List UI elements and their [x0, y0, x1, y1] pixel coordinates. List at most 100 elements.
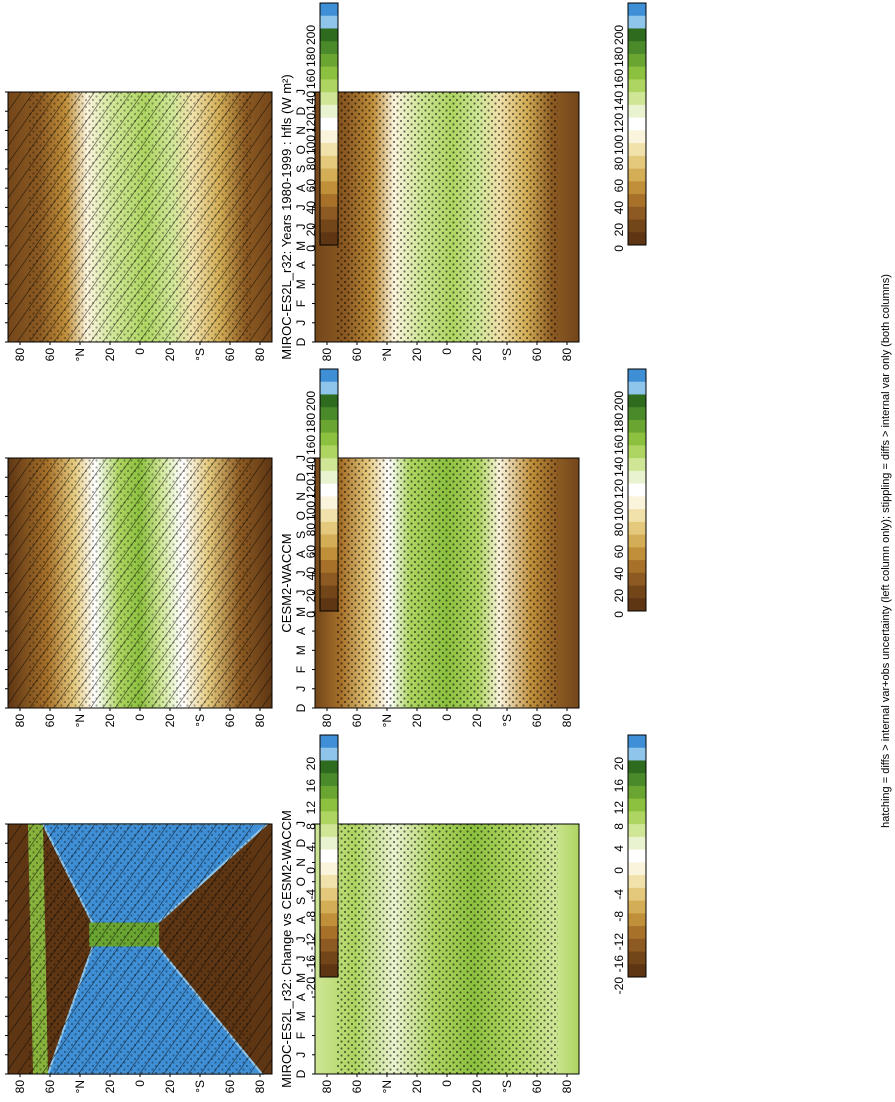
- colorbar-swatch: [320, 811, 338, 825]
- lat-tick-label: 60: [530, 714, 544, 728]
- colorbar-swatch: [320, 206, 338, 220]
- colorbar-label: 0: [304, 867, 318, 874]
- lat-tick-label: 60: [350, 348, 364, 362]
- colorbar-label: 0: [304, 611, 318, 618]
- colorbar-swatch: [320, 28, 338, 42]
- colorbar-swatch: [320, 836, 338, 850]
- colorbar-swatch: [628, 900, 646, 914]
- colorbar-swatch: [628, 445, 646, 459]
- month-tick-label: F: [0, 300, 1, 307]
- colorbar-swatch: [320, 496, 338, 510]
- colorbar-swatch: [628, 194, 646, 208]
- month-tick-label: A: [294, 916, 308, 924]
- colorbar-swatch: [628, 79, 646, 93]
- colorbar-label: 200: [612, 391, 626, 411]
- lat-tick-label: 80: [560, 714, 574, 728]
- colorbar-swatch: [628, 3, 646, 17]
- colorbar-swatch: [628, 824, 646, 838]
- lat-tick-label: °S: [500, 1080, 514, 1093]
- stippling-overlay: [336, 458, 558, 708]
- colorbar-swatch: [628, 509, 646, 523]
- colorbar-label: 180: [304, 413, 318, 433]
- month-tick-label: N: [294, 492, 308, 501]
- month-tick-label: J: [294, 1052, 308, 1058]
- month-tick-label: J: [294, 204, 308, 210]
- colorbar-swatch: [628, 798, 646, 812]
- colorbar-label: 20: [304, 757, 318, 771]
- colorbar-swatch: [628, 15, 646, 29]
- colorbar-label: -20: [612, 977, 626, 995]
- month-tick-label: A: [0, 261, 1, 269]
- colorbar-label: -4: [304, 889, 318, 900]
- lat-tick-label: 0: [440, 714, 454, 721]
- colorbar-swatch: [320, 785, 338, 799]
- colorbar-swatch: [320, 951, 338, 965]
- colorbar-label: 20: [304, 589, 318, 603]
- lat-tick-label: 80: [320, 348, 334, 362]
- colorbar-label: 40: [304, 567, 318, 581]
- panel-title: CESM2-WACCM: [279, 533, 294, 632]
- colorbar: 20 16 12 8 4 0 -4 -8 -12 -16 -20: [304, 734, 339, 994]
- month-tick-label: J: [294, 590, 308, 596]
- colorbar-swatch: [628, 168, 646, 182]
- month-tick-label: O: [294, 145, 308, 154]
- lat-tick-label: 20: [103, 714, 117, 728]
- colorbar-swatch: [628, 130, 646, 144]
- month-tick-label: J: [0, 320, 1, 326]
- lat-tick-label: 20: [163, 348, 177, 362]
- lat-tick-label: 60: [43, 714, 57, 728]
- colorbar-label: 20: [612, 589, 626, 603]
- lat-tick-label: 60: [530, 1080, 544, 1094]
- colorbar-swatch: [320, 798, 338, 812]
- colorbar-swatch: [628, 407, 646, 421]
- month-tick-label: F: [294, 666, 308, 673]
- colorbar-swatch: [628, 369, 646, 383]
- colorbar-swatch: [628, 534, 646, 548]
- colorbar-frame: [627, 2, 647, 246]
- lat-tick-label: °N: [73, 714, 87, 727]
- colorbar-label: 80: [304, 523, 318, 537]
- colorbar-swatch: [628, 381, 646, 395]
- colorbar-swatch: [320, 232, 338, 246]
- colorbar-label: 16: [304, 779, 318, 793]
- colorbar-label: 180: [612, 47, 626, 67]
- colorbar-swatch: [628, 104, 646, 118]
- month-tick-label: D: [0, 1069, 1, 1078]
- month-tick-label: M: [294, 279, 308, 289]
- colorbar-swatch: [320, 369, 338, 383]
- panel-1: DJFMAMJJASONDJ8060°N20020°S6080MIROC-ES2…: [0, 89, 273, 362]
- lat-tick-label: 80: [13, 1080, 27, 1094]
- lat-tick-label: 0: [133, 1080, 147, 1087]
- lat-tick-label: 0: [440, 1080, 454, 1087]
- colorbar-frame: [319, 2, 339, 246]
- panel-2: D J F M A M J J A S O N D J 80 60 °N 20 0 20 °S 60 80 MIROC-ES2…: [279, 74, 580, 362]
- colorbar-swatch: [320, 181, 338, 195]
- colorbar-swatch: [628, 585, 646, 599]
- colorbar-frame: [319, 734, 339, 978]
- colorbar-swatch: [320, 143, 338, 157]
- footnote: hatching = diffs > internal var+obs unce…: [880, 274, 892, 828]
- colorbar-label: 8: [304, 823, 318, 830]
- colorbar-swatch: [628, 785, 646, 799]
- colorbar-swatch: [320, 3, 338, 17]
- colorbar-swatch: [628, 219, 646, 233]
- month-tick-label: D: [294, 337, 308, 346]
- colorbar-swatch: [628, 913, 646, 927]
- colorbar-label: 80: [612, 157, 626, 171]
- month-tick-label: S: [294, 897, 308, 905]
- month-tick-label: M: [0, 241, 1, 251]
- colorbar-swatch: [320, 79, 338, 93]
- month-tick-label: M: [294, 973, 308, 983]
- colorbar-swatch: [320, 938, 338, 952]
- colorbar-swatch: [628, 496, 646, 510]
- stippling-overlay: [336, 824, 558, 1074]
- stippling-overlay: [29, 458, 251, 708]
- month-tick-label: D: [0, 473, 1, 482]
- lat-tick-label: 80: [253, 348, 267, 362]
- lat-tick-label: °S: [500, 348, 514, 361]
- colorbar-swatch: [628, 938, 646, 952]
